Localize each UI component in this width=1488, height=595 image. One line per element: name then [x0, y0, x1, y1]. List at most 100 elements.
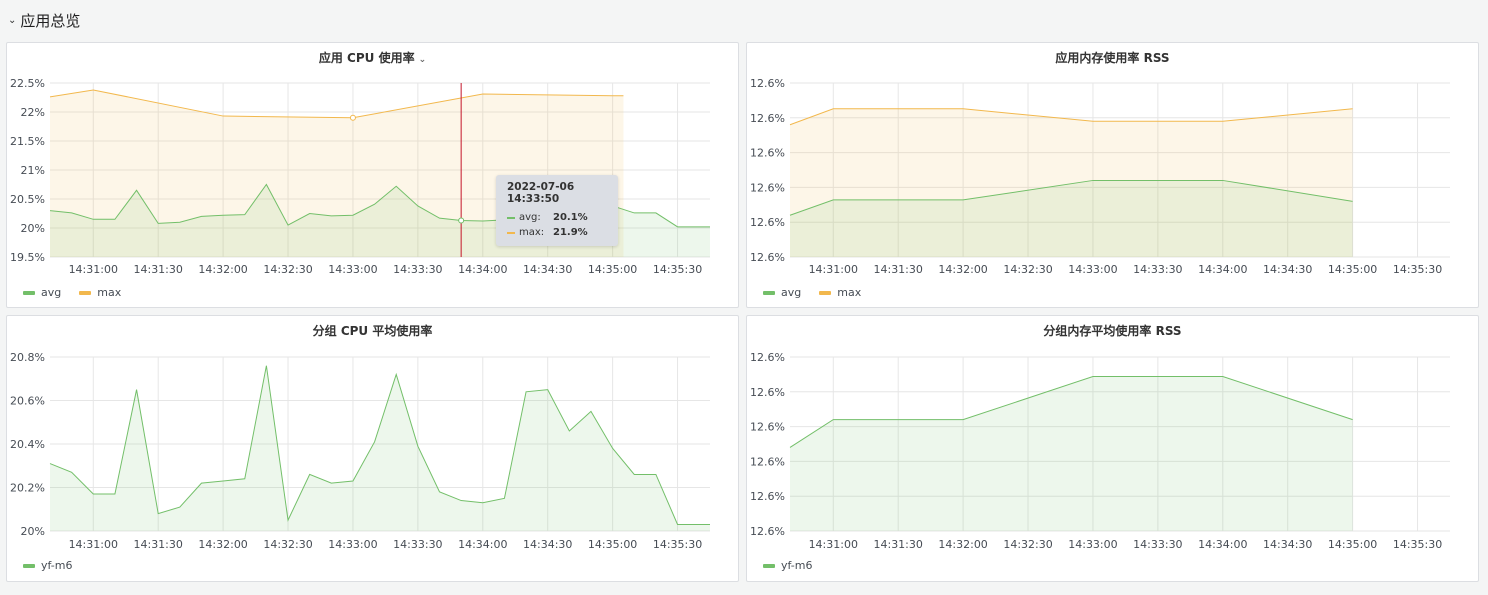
panel-title[interactable]: 分组 CPU 平均使用率: [7, 322, 738, 339]
x-tick-label: 14:34:30: [1263, 263, 1312, 276]
chevron-down-icon[interactable]: ⌄: [8, 14, 17, 26]
x-tick-label: 14:32:30: [1003, 538, 1052, 551]
x-tick-label: 14:31:30: [133, 263, 182, 276]
x-tick-label: 14:32:00: [938, 538, 987, 551]
x-tick-label: 14:31:30: [873, 538, 922, 551]
tooltip-series-value: 21.9%: [553, 227, 588, 238]
y-tick-label: 22.5%: [10, 77, 45, 90]
y-tick-label: 12.6%: [750, 147, 785, 160]
hover-point-avg: [458, 217, 465, 224]
legend: yf-m6: [763, 559, 812, 572]
panel-title[interactable]: 应用内存使用率 RSS: [747, 49, 1478, 66]
x-tick-label: 14:34:00: [1198, 263, 1247, 276]
y-tick-label: 20%: [21, 222, 45, 235]
series-area-yf-m6: [790, 376, 1353, 531]
y-tick-label: 20.6%: [10, 395, 45, 408]
row-title: 应用总览: [20, 11, 81, 30]
legend-item-max[interactable]: max: [79, 286, 121, 299]
y-tick-label: 12.6%: [750, 351, 785, 364]
y-tick-label: 12.6%: [750, 216, 785, 229]
tooltip: 2022-07-06 14:33:50 avg: 20.1% max: 21.9…: [496, 175, 618, 246]
legend-item-max[interactable]: max: [819, 286, 861, 299]
x-tick-label: 14:31:00: [69, 263, 118, 276]
legend-item-yf-m6[interactable]: yf-m6: [23, 559, 72, 572]
x-tick-label: 14:32:00: [198, 538, 247, 551]
x-tick-label: 14:35:00: [588, 538, 637, 551]
panel-title-text: 应用内存使用率 RSS: [1055, 51, 1170, 65]
x-tick-label: 14:35:30: [653, 263, 702, 276]
x-tick-label: 14:33:00: [1068, 538, 1117, 551]
y-tick-label: 12.6%: [750, 77, 785, 90]
y-tick-label: 20.5%: [10, 193, 45, 206]
x-tick-label: 14:32:30: [263, 263, 312, 276]
tooltip-swatch-avg: [507, 216, 515, 219]
x-tick-label: 14:34:00: [1198, 538, 1247, 551]
series-area-max: [50, 89, 624, 258]
x-tick-label: 14:35:30: [1393, 538, 1442, 551]
x-tick-label: 14:34:30: [523, 263, 572, 276]
chevron-down-icon[interactable]: ⌄: [418, 55, 427, 65]
x-tick-label: 14:31:30: [873, 263, 922, 276]
x-tick-label: 14:31:00: [69, 538, 118, 551]
legend-label: yf-m6: [41, 559, 73, 572]
x-tick-label: 14:33:00: [328, 538, 377, 551]
x-tick-label: 14:35:00: [588, 263, 637, 276]
x-tick-label: 14:33:30: [393, 263, 442, 276]
tooltip-row-avg: avg: 20.1%: [507, 210, 607, 225]
x-tick-label: 14:33:30: [1133, 538, 1182, 551]
x-tick-label: 14:34:00: [458, 263, 507, 276]
legend-item-yf-m6[interactable]: yf-m6: [763, 559, 812, 572]
legend-item-avg[interactable]: avg: [23, 286, 61, 299]
y-tick-label: 19.5%: [10, 251, 45, 264]
tooltip-swatch-max: [507, 231, 515, 234]
legend: avg max: [23, 286, 121, 299]
x-tick-label: 14:34:00: [458, 538, 507, 551]
y-tick-label: 20.2%: [10, 482, 45, 495]
x-tick-label: 14:33:30: [1133, 263, 1182, 276]
series-line-yf-m6: [49, 365, 710, 525]
y-tick-label: 12.6%: [750, 525, 785, 538]
series-line-avg: [789, 179, 1353, 216]
row-header[interactable]: ⌄ 应用总览: [8, 8, 80, 32]
panel-group-cpu: 分组 CPU 平均使用率 20.8% 20.6% 20.4% 20.2% 20% 14:3…: [6, 315, 739, 582]
y-tick-label: 12.6%: [750, 181, 785, 194]
y-tick-label: 12.6%: [750, 490, 785, 503]
legend-swatch-max: [79, 290, 92, 295]
y-tick-label: 21.5%: [10, 135, 45, 148]
y-tick-label: 12.6%: [750, 386, 785, 399]
y-tick-label: 20.4%: [10, 438, 45, 451]
legend-label: yf-m6: [781, 559, 813, 572]
panel-app-memory: 应用内存使用率 RSS 12.6% 12.6% 12.6% 12.6% 12.6% 12.…: [746, 42, 1479, 308]
tooltip-row-max: max: 21.9%: [507, 225, 607, 240]
legend-item-avg[interactable]: avg: [763, 286, 801, 299]
x-tick-label: 14:32:30: [1003, 263, 1052, 276]
panel-group-memory: 分组内存平均使用率 RSS 12.6% 12.6% 12.6% 12.6% 12.6% 1…: [746, 315, 1479, 582]
series-area-max: [790, 108, 1353, 257]
chart-app-memory: 12.6% 12.6% 12.6% 12.6% 12.6% 12.6% 14:31:00 14…: [750, 77, 1450, 276]
x-tick-label: 14:34:30: [523, 538, 572, 551]
x-tick-label: 14:33:30: [393, 538, 442, 551]
legend-label: avg: [41, 286, 62, 299]
y-tick-label: 12.6%: [750, 421, 785, 434]
y-tick-label: 22%: [21, 106, 45, 119]
x-tick-label: 14:31:00: [809, 538, 858, 551]
x-tick-label: 14:32:00: [198, 263, 247, 276]
tooltip-series-name: avg:: [519, 212, 541, 223]
y-tick-label: 20%: [21, 525, 45, 538]
y-tick-label: 21%: [21, 164, 45, 177]
tooltip-series-value: 20.1%: [553, 212, 588, 223]
x-tick-label: 14:32:30: [263, 538, 312, 551]
panel-app-cpu: 应用 CPU 使用率 ⌄ 22.5% 22% 21.5% 21% 20.5% 20% 19.5…: [6, 42, 739, 308]
x-tick-label: 14:31:00: [809, 263, 858, 276]
panel-title-text: 分组内存平均使用率 RSS: [1043, 324, 1182, 338]
legend-swatch-max: [819, 290, 832, 295]
chart-app-cpu: 22.5% 22% 21.5% 21% 20.5% 20% 19.5% 14:31:00 14:…: [10, 77, 710, 276]
legend-label: avg: [781, 286, 802, 299]
x-tick-label: 14:35:30: [653, 538, 702, 551]
x-tick-label: 14:31:30: [133, 538, 182, 551]
y-tick-label: 12.6%: [750, 112, 785, 125]
chart-group-memory: 12.6% 12.6% 12.6% 12.6% 12.6% 12.6% 14:31:00 14…: [750, 351, 1450, 551]
panel-title[interactable]: 应用 CPU 使用率 ⌄: [7, 49, 738, 66]
panel-title[interactable]: 分组内存平均使用率 RSS: [747, 322, 1478, 339]
legend: yf-m6: [23, 559, 72, 572]
